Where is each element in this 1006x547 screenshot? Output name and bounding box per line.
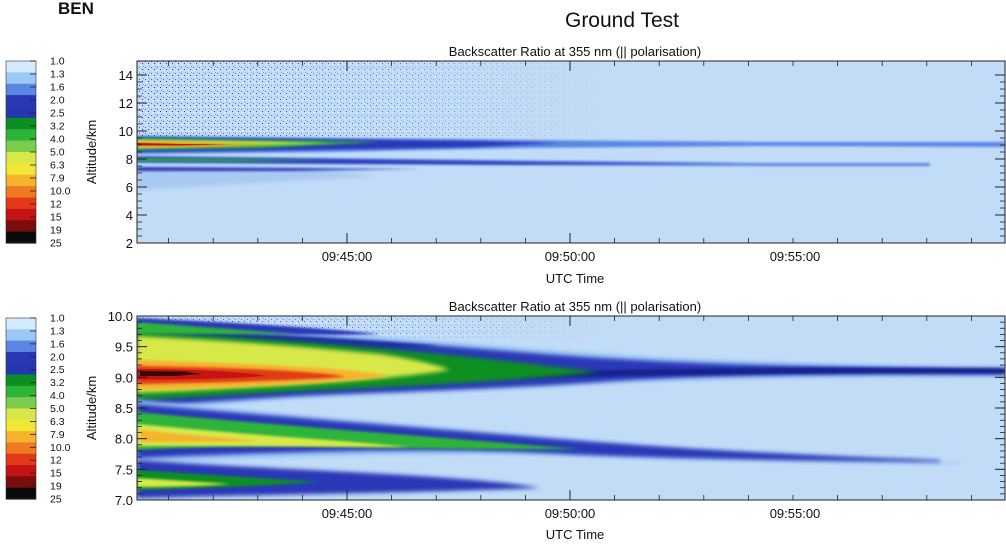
colorbar-tick-label: 2.5	[50, 108, 65, 120]
colorbar-swatch	[6, 140, 36, 153]
colorbar-tick-label: 5.0	[50, 147, 65, 159]
colorbar-swatch	[6, 351, 36, 364]
panel-bottom-axes: 7.0 7.5 8.0 8.5 9.0 9.5 10.0 09:45:00 09:50:00 09…	[108, 309, 1005, 521]
y-tick-label: 12	[119, 96, 133, 111]
colorbar-tick-label: 1.6	[50, 338, 65, 350]
colorbar-tick-label: 15	[50, 212, 62, 224]
colorbar-tick-label: 5.0	[50, 403, 65, 415]
colorbar-swatch	[6, 95, 36, 108]
colorbar-tick-label: 2.0	[50, 95, 65, 107]
colorbar-swatch	[6, 340, 36, 353]
colorbar-swatch	[6, 363, 36, 376]
colorbar-swatch	[6, 197, 36, 210]
y-tick-label: 9.5	[115, 340, 133, 355]
colorbar-tick-label: 1.6	[50, 82, 65, 94]
panel-bottom-title: Backscatter Ratio at 355 nm (|| polarisa…	[449, 299, 701, 314]
colorbar-tick-label: 6.3	[50, 160, 65, 172]
colorbar-swatch	[6, 419, 36, 432]
colorbar-bottom: 1.01.31.62.02.53.24.05.06.37.910.0121519…	[5, 313, 71, 506]
colorbar-tick-label: 25	[50, 494, 62, 506]
heatmap-bottom-layers	[137, 316, 1005, 498]
x-tick-label: 09:45:00	[322, 249, 373, 264]
colorbar-swatch	[6, 397, 36, 410]
colorbar-swatch	[6, 220, 36, 233]
colorbar-swatch	[6, 408, 36, 421]
colorbar-tick-label: 3.2	[50, 121, 65, 133]
y-tick-label: 2	[126, 236, 133, 251]
colorbar-swatch	[6, 431, 36, 444]
y-tick-label: 7.5	[115, 462, 133, 477]
colorbar-swatch	[6, 72, 36, 85]
colorbar-tick-label: 1.0	[50, 313, 65, 325]
figure-title: Ground Test	[565, 9, 679, 32]
colorbar-swatch	[6, 487, 36, 500]
colorbar-swatch	[6, 318, 36, 330]
x-tick-label: 09:45:00	[322, 506, 373, 521]
colorbar-tick-label: 4.0	[50, 390, 65, 402]
colorbar-tick-label: 6.3	[50, 416, 65, 428]
colorbar-tick-label: 2.0	[50, 351, 65, 363]
colorbar-swatch	[6, 453, 36, 466]
colorbar-swatch	[6, 208, 36, 221]
panel-bottom-ylabel: Altitude/km	[84, 376, 99, 440]
panel-bottom: Backscatter Ratio at 355 nm (|| polarisa…	[5, 299, 1006, 542]
colorbar-swatch	[6, 117, 36, 130]
colorbar-swatch	[6, 329, 36, 342]
y-tick-label: 8.5	[115, 401, 133, 416]
x-tick-label: 09:55:00	[770, 506, 821, 521]
colorbar-tick-label: 15	[50, 468, 62, 480]
panel-top-xlabel: UTC Time	[546, 271, 605, 286]
colorbar-swatch	[6, 186, 36, 199]
y-tick-label: 10.0	[108, 309, 133, 324]
colorbar-swatch	[6, 465, 36, 477]
colorbar-swatch	[6, 61, 36, 73]
x-tick-label: 09:50:00	[545, 249, 596, 264]
panel-top: Backscatter Ratio at 355 nm (|| polarisa…	[5, 44, 1006, 286]
colorbar-tick-label: 10.0	[50, 442, 71, 454]
colorbar-tick-label: 2.5	[50, 364, 65, 376]
colorbar-tick-label: 7.9	[50, 429, 65, 441]
x-tick-label: 09:55:00	[770, 249, 821, 264]
colorbar-tick-label: 3.2	[50, 377, 65, 389]
colorbar-tick-label: 1.3	[50, 69, 65, 81]
y-tick-label: 10	[119, 124, 133, 139]
y-tick-label: 14	[119, 68, 133, 83]
clipped-header-text: BEN	[58, 0, 94, 18]
y-tick-label: 7.0	[115, 493, 133, 508]
colorbar-swatch	[6, 231, 36, 244]
panel-top-title: Backscatter Ratio at 355 nm (|| polarisa…	[449, 44, 701, 59]
y-tick-label: 4	[126, 208, 133, 223]
colorbar-swatch	[6, 174, 36, 187]
panel-bottom-xlabel: UTC Time	[546, 527, 605, 542]
colorbar-swatch	[6, 476, 36, 489]
colorbar-tick-label: 4.0	[50, 134, 65, 146]
colorbar-tick-label: 12	[50, 199, 62, 211]
colorbar-swatch	[6, 385, 36, 398]
colorbar-swatch	[6, 163, 36, 176]
panel-top-ylabel: Altitude/km	[84, 120, 99, 184]
y-tick-label: 8	[126, 152, 133, 167]
colorbar-swatch	[6, 83, 36, 96]
colorbar-tick-label: 19	[50, 225, 62, 237]
colorbar-tick-label: 1.0	[50, 56, 65, 68]
colorbar-tick-label: 7.9	[50, 173, 65, 185]
y-tick-label: 8.0	[115, 432, 133, 447]
colorbar-tick-label: 10.0	[50, 186, 71, 198]
colorbar-swatch	[6, 152, 36, 164]
colorbar-tick-label: 1.3	[50, 325, 65, 337]
y-tick-label: 9.0	[115, 370, 133, 385]
colorbar-tick-label: 25	[50, 238, 62, 250]
colorbar-swatch	[6, 374, 36, 387]
colorbar-top: 1.01.31.62.02.53.24.05.06.37.910.0121519…	[5, 56, 71, 250]
colorbar-swatch	[6, 106, 36, 119]
colorbar-tick-label: 19	[50, 481, 62, 493]
y-tick-label: 6	[126, 180, 133, 195]
colorbar-swatch	[6, 442, 36, 455]
colorbar-swatch	[6, 129, 36, 142]
x-tick-label: 09:50:00	[545, 506, 596, 521]
heatmap-top-layers	[137, 61, 1005, 190]
panel-top-axes: 2 4 6 8 10 12 14 09:45:00 09:50:00 09:55:00	[119, 61, 1005, 264]
colorbar-tick-label: 12	[50, 455, 62, 467]
